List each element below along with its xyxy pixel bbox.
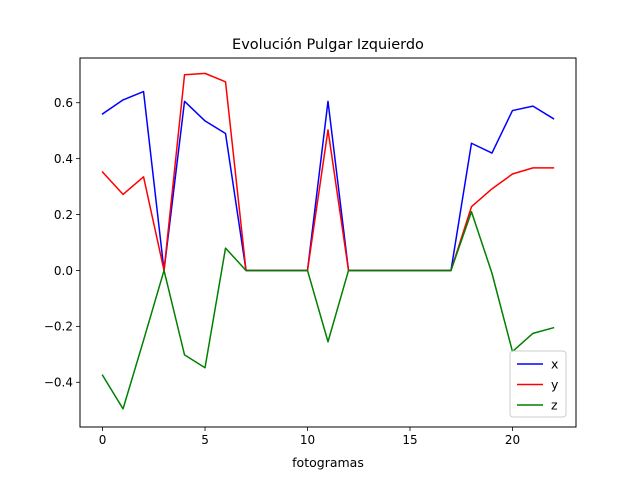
y-tick-label: 0.0: [54, 264, 73, 278]
plot-area: [101, 72, 555, 410]
chart-title: Evolución Pulgar Izquierdo: [232, 37, 424, 53]
legend-label-y: y: [551, 377, 559, 392]
y-tick-label: 0.2: [54, 208, 73, 222]
legend-label-z: z: [551, 398, 558, 413]
series-line-y: [101, 72, 555, 272]
x-tick-label: 20: [505, 433, 520, 447]
x-axis-label: fotogramas: [292, 455, 364, 470]
legend-label-x: x: [551, 357, 558, 372]
series-line-z: [101, 211, 555, 410]
y-tick-label: −0.2: [44, 320, 73, 334]
axis-ticks: 0 5 10 15 20 −0.4 −0.2 0.0 0.2 0.4 0.6: [44, 96, 520, 447]
series-line-x: [101, 90, 555, 272]
plot-frame: [79, 57, 577, 428]
legend: xyz: [509, 350, 567, 418]
x-tick-label: 15: [402, 433, 417, 447]
y-tick-label: −0.4: [44, 376, 73, 390]
x-tick-label: 5: [201, 433, 209, 447]
y-tick-label: 0.6: [54, 96, 73, 110]
x-tick-label: 0: [99, 433, 107, 447]
y-tick-label: 0.4: [54, 152, 73, 166]
x-tick-label: 10: [300, 433, 315, 447]
